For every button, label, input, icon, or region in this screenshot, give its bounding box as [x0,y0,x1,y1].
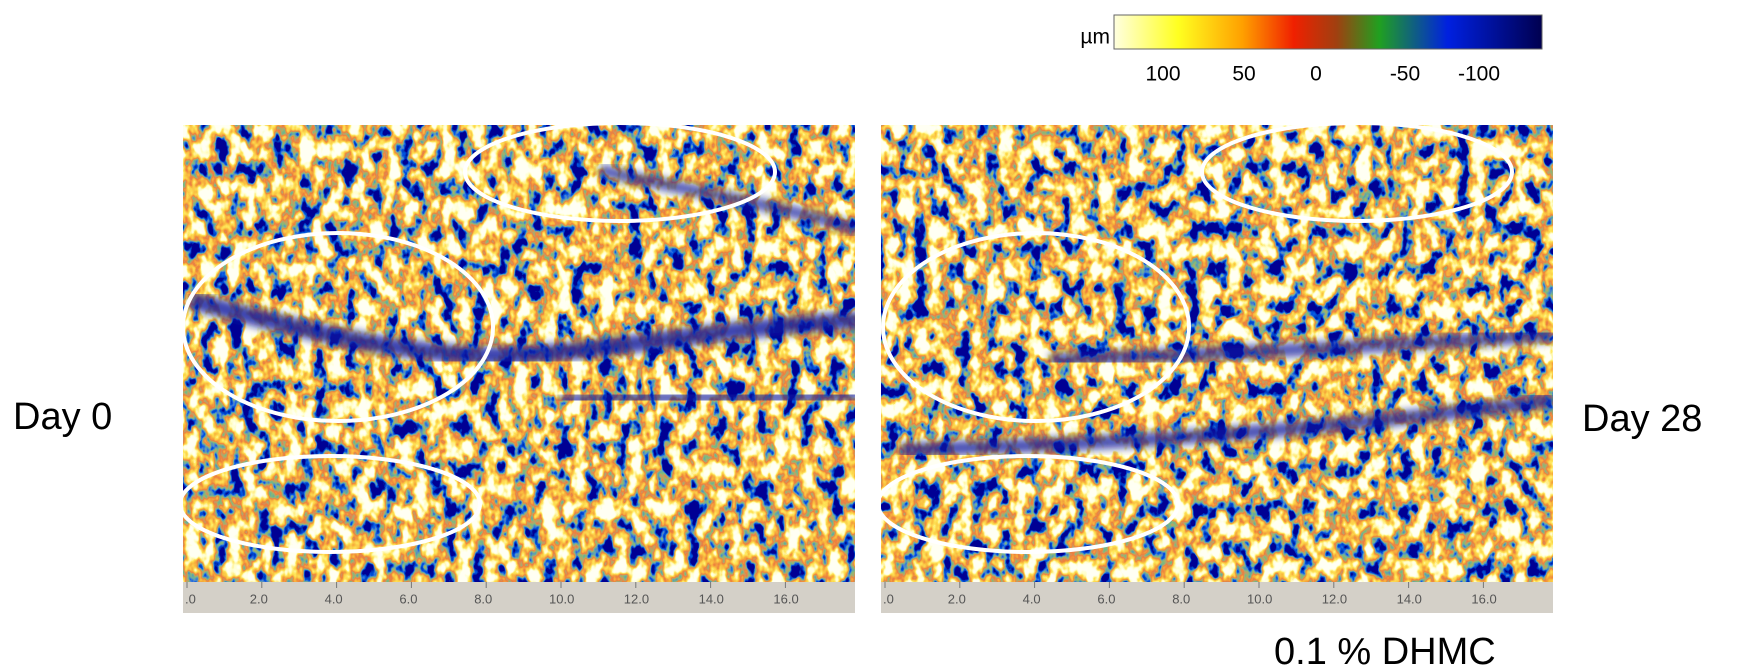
x-axis: .0 2.0 4.0 6.0 8.0 10.0 12.0 14.0 16.0 [883,582,1497,606]
tick-label: 14.0 [699,591,724,606]
tick-label: .0 [185,591,196,606]
tick-label: 16.0 [1471,591,1496,606]
annotations [178,121,777,554]
tick-label: 2.0 [250,591,268,606]
colorbar-label: 100 [1145,63,1180,86]
x-axis: .0 2.0 4.0 6.0 8.0 10.0 12.0 14.0 16.0 [185,582,799,606]
tick-label: 4.0 [1023,591,1041,606]
colorbar-labels: 100 50 0 -50 -100 [1145,63,1500,86]
tick-label: 12.0 [1322,591,1347,606]
colorbar-unit: µm [1080,26,1110,49]
tick-label: 10.0 [549,591,574,606]
panel-label: Day 28 [1582,398,1702,440]
caption: 0.1 % DHMC [1274,631,1496,668]
colorbar-label: 0 [1310,63,1322,86]
tick-label: 4.0 [325,591,343,606]
colorbar-label: 50 [1232,63,1255,86]
annotations [876,121,1514,554]
panel-label: Day 0 [13,396,112,438]
colorbar-label: -100 [1458,63,1500,86]
tick-label: 6.0 [399,591,417,606]
colorbar-label: -50 [1390,63,1420,86]
tick-label: 8.0 [1172,591,1190,606]
tick-label: 10.0 [1247,591,1272,606]
tick-label: 16.0 [773,591,798,606]
tick-label: 6.0 [1097,591,1115,606]
heatmap-day28 [881,125,1553,582]
tick-label: 14.0 [1397,591,1422,606]
x-axis-strip [881,582,1553,613]
tick-label: 8.0 [474,591,492,606]
tick-label: 2.0 [948,591,966,606]
x-axis-strip [183,582,855,613]
tick-label: 12.0 [624,591,649,606]
tick-label: .0 [883,591,894,606]
colorbar [1113,14,1543,50]
